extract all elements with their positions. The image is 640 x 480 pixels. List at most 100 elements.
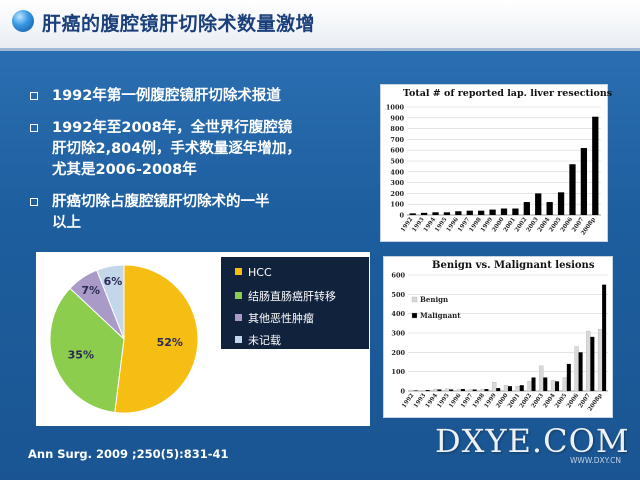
y-tick-label: 100	[391, 368, 405, 376]
bar	[409, 389, 415, 392]
bar	[546, 202, 553, 215]
bar	[527, 381, 532, 392]
bar	[535, 193, 542, 215]
bullet-3-line-2: 以上	[52, 215, 81, 231]
bar	[523, 202, 530, 215]
bullet-1-line-1: 1992年第一例腹腔镜肝切除术报道	[52, 88, 281, 104]
legend-item-crc: 结肠直肠癌肝转移	[235, 288, 336, 304]
y-tick-label: 200	[390, 190, 404, 198]
bar	[562, 377, 567, 392]
bar	[456, 389, 462, 392]
citation: Ann Surg. 2009 ;250(5):831-41	[28, 447, 229, 461]
legend-label-unrecorded: 未记载	[248, 334, 281, 347]
bar	[468, 389, 473, 392]
bar	[531, 377, 536, 391]
bar	[550, 380, 556, 392]
y-tick-label: 600	[391, 272, 405, 280]
bar	[543, 377, 548, 391]
y-tick-label: 800	[390, 125, 404, 133]
legend-label-hcc: HCC	[248, 266, 272, 279]
bar	[420, 212, 428, 215]
watermark-url: WWW.DXY.CN	[570, 456, 621, 465]
bar	[437, 389, 442, 391]
bar	[500, 208, 508, 215]
pie-legend: HCC 结肠直肠癌肝转移 其他恶性肿瘤 未记载	[221, 257, 369, 349]
y-tick-label: 700	[390, 136, 404, 144]
bullet-2-line-1: 1992年至2008年，全世界行腹腔镜	[52, 120, 293, 136]
legend-swatch	[235, 314, 242, 321]
pie-data-label: 7%	[81, 284, 100, 297]
legend-label-other: 其他恶性肿瘤	[248, 312, 314, 325]
y-tick-label: 300	[390, 179, 404, 187]
square-bullet-icon	[30, 198, 38, 206]
y-tick-label: 500	[391, 291, 405, 299]
bar	[409, 213, 416, 215]
bar	[557, 192, 565, 215]
lesion-type-pie: 52% 35% 7% 6%	[49, 264, 199, 414]
y-tick-label: 600	[390, 147, 404, 155]
bar	[515, 386, 520, 392]
bar	[443, 212, 451, 215]
bullet-2: 1992年至2008年，全世界行腹腔镜 肝切除2,804例，手术数量逐年增加， …	[30, 118, 360, 181]
bar	[602, 284, 607, 391]
y-tick-label: 0	[399, 212, 404, 220]
bar	[569, 164, 576, 215]
title-bullet-icon	[12, 10, 34, 32]
bar	[508, 386, 512, 391]
bar	[592, 116, 599, 215]
pie-data-label: 6%	[104, 275, 123, 288]
bullet-3: 肝癌切除占腹腔镜肝切除术的一半 以上	[30, 192, 360, 234]
bar	[492, 382, 497, 392]
y-tick-label: 300	[391, 330, 405, 338]
square-bullet-icon	[30, 92, 38, 100]
bullet-3-line-1: 肝癌切除占腹腔镜肝切除术的一半	[52, 194, 270, 210]
legend-swatch	[411, 312, 418, 319]
bar	[580, 148, 588, 215]
legend-swatch	[235, 336, 242, 343]
y-tick-label: 100	[390, 201, 404, 209]
bar	[472, 389, 477, 391]
bar	[566, 363, 571, 391]
y-tick-label: 400	[391, 310, 405, 318]
bar	[445, 388, 450, 392]
pie-data-label: 35%	[68, 349, 94, 362]
total-resections-chart: Total # of reported lap. liver resection…	[380, 84, 612, 242]
pie-slice	[49, 287, 125, 413]
bar	[590, 336, 595, 391]
legend-item-hcc: HCC	[235, 266, 272, 279]
total-resections-plot: 0100200300400500600700800900100019921993…	[386, 104, 601, 237]
bar	[539, 365, 544, 392]
benign-malignant-chart: Benign vs. Malignant lesions 0 100 200 300 4…	[383, 256, 613, 418]
y-tick-label: 900	[390, 114, 404, 122]
bar	[578, 352, 583, 391]
bar	[496, 388, 501, 391]
legend-label-crc: 结肠直肠癌肝转移	[248, 290, 336, 303]
legend-swatch	[411, 296, 418, 303]
bar	[480, 388, 485, 392]
bar	[455, 211, 462, 215]
legend-label: Malignant	[420, 311, 461, 320]
bullet-2-line-2: 肝切除2,804例，手术数量逐年增加，	[52, 141, 301, 157]
bar	[432, 212, 439, 215]
watermark-logo: DXYE.COM	[435, 422, 630, 460]
bar	[512, 208, 519, 215]
title-bar: 肝癌的腹腔镜肝切除术数量激增	[0, 0, 640, 51]
bar	[466, 210, 473, 215]
y-tick-label: 1000	[386, 104, 405, 112]
y-tick-label: 500	[390, 158, 404, 166]
square-bullet-icon	[30, 124, 38, 132]
pie-data-label: 52%	[157, 336, 183, 349]
legend-swatch	[235, 268, 242, 275]
bar	[519, 385, 524, 391]
y-tick-label: 0	[400, 388, 405, 396]
bar	[449, 389, 454, 391]
benign-malignant-title: Benign vs. Malignant lesions	[432, 260, 595, 271]
bar	[484, 389, 489, 391]
total-chart-title: Total # of reported lap. liver resection…	[403, 88, 613, 99]
y-tick-label: 200	[391, 349, 405, 357]
legend-label: Benign	[420, 295, 448, 304]
legend-item-unrecorded: 未记载	[235, 332, 281, 348]
bar	[503, 385, 509, 392]
y-tick-label: 400	[390, 168, 404, 176]
